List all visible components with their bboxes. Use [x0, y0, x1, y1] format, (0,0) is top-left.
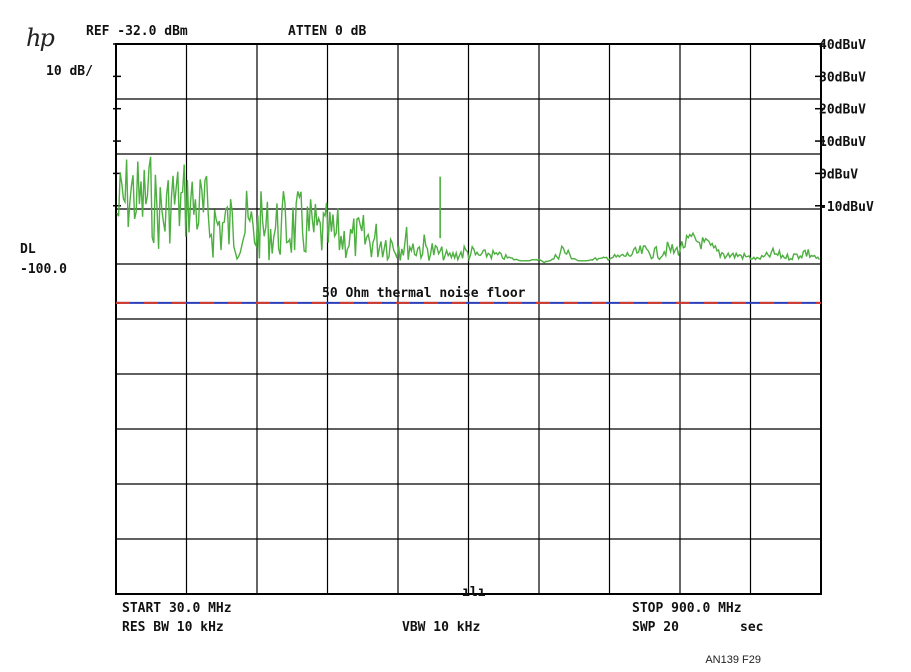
hp-logo: hp [26, 24, 55, 52]
y-tick-label: 20dBuV [819, 103, 866, 118]
spectrum-trace [116, 156, 820, 264]
y-tick-label: 10dBuV [819, 135, 866, 150]
start-frequency: START 30.0 MHz [122, 601, 232, 616]
center-marker: ılı [462, 585, 486, 600]
sweep-time: SWP 20 [632, 620, 679, 635]
graticule-grid [116, 44, 821, 594]
figure-id: AN139 F29 [705, 654, 761, 666]
vertical-scale-readout: 10 dB/ [46, 64, 93, 79]
display-line-value: -100.0 [20, 262, 67, 277]
y-tick-label: 0dBuV [819, 167, 858, 182]
resolution-bandwidth: RES BW 10 kHz [122, 620, 224, 635]
y-tick-label: 30dBuV [819, 70, 866, 85]
noise-floor-annotation: 50 Ohm thermal noise floor [322, 286, 526, 301]
display-line-label: DL [20, 242, 36, 257]
sweep-time-unit: sec [740, 620, 764, 635]
y-tick-label: -10dBuV [819, 200, 874, 215]
right-axis-labels: 40dBuV 30dBuV 20dBuV 10dBuV 0dBuV -10dBuV [819, 38, 874, 215]
attenuation-readout: ATTEN 0 dB [288, 24, 367, 39]
video-bandwidth: VBW 10 kHz [402, 620, 481, 635]
y-tick-label: 40dBuV [819, 38, 866, 53]
stop-frequency: STOP 900.0 MHz [632, 601, 742, 616]
reference-level-readout: REF -32.0 dBm [86, 24, 188, 39]
